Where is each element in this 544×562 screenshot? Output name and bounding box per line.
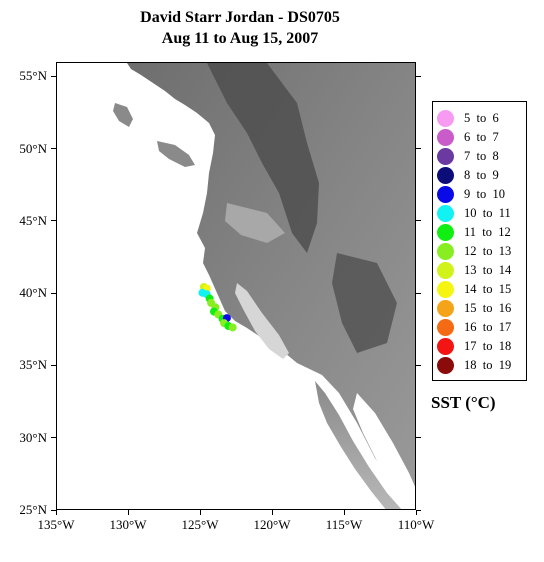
- legend-swatch: [437, 356, 454, 374]
- legend-label: 6 to 7: [464, 129, 499, 144]
- lon-tick-label: 125°W: [181, 517, 219, 532]
- legend-item: 5 to 6: [437, 109, 499, 127]
- legend-label: 9 to 10: [464, 186, 505, 201]
- lat-tick-left: [51, 220, 56, 222]
- legend-item: 16 to 17: [437, 318, 511, 336]
- legend-label: 18 to 19: [464, 357, 512, 372]
- legend-swatch: [437, 185, 454, 203]
- lat-tick-right: [416, 509, 421, 511]
- lon-tick: [127, 510, 129, 515]
- lat-tick-label: 25°N: [19, 502, 47, 517]
- lat-tick-right: [416, 220, 421, 222]
- lon-tick-label: 130°W: [109, 517, 147, 532]
- map-panel: [56, 62, 416, 510]
- map-subtitle: Aug 11 to Aug 15, 2007: [161, 30, 319, 47]
- legend-label: 13 to 14: [464, 262, 512, 277]
- legend-swatch: [437, 223, 454, 241]
- legend-label: 16 to 17: [464, 319, 512, 334]
- lat-tick-right: [416, 364, 421, 366]
- lat-tick-right: [416, 437, 421, 439]
- lat-tick-left: [51, 509, 56, 511]
- mountain-range: [207, 63, 319, 253]
- legend-swatch: [437, 128, 454, 146]
- lon-tick-label: 135°W: [37, 517, 75, 532]
- legend-item: 6 to 7: [437, 128, 499, 146]
- legend-label: 11 to 12: [464, 224, 511, 239]
- gulf: [353, 393, 415, 509]
- legend-item: 10 to 11: [437, 204, 511, 222]
- legend-item: 17 to 18: [437, 337, 511, 355]
- legend-swatch: [437, 109, 454, 127]
- lat-tick-label: 50°N: [19, 140, 47, 156]
- ship-track: [198, 283, 237, 332]
- legend-label: 15 to 16: [464, 300, 512, 315]
- legend-item: 11 to 12: [437, 223, 511, 241]
- legend-units: SST (°C): [431, 393, 496, 412]
- lon-tick: [343, 510, 345, 515]
- legend-item: 9 to 10: [437, 185, 505, 203]
- mountain-range: [332, 253, 397, 353]
- lat-tick-left: [51, 437, 56, 439]
- island: [157, 141, 195, 167]
- legend-swatch: [437, 299, 454, 317]
- lat-tick-left: [51, 364, 56, 366]
- lat-tick-label: 30°N: [19, 429, 47, 445]
- lat-tick-right: [416, 75, 421, 77]
- lon-tick-label: 120°W: [253, 517, 291, 532]
- legend-label: 10 to 11: [464, 205, 511, 220]
- land-mass: [127, 63, 415, 509]
- legend-item: 18 to 19: [437, 356, 511, 374]
- legend-swatch: [437, 147, 454, 165]
- lon-tick: [55, 510, 57, 515]
- legend-label: 5 to 6: [464, 110, 499, 125]
- legend-item: 8 to 9: [437, 166, 499, 184]
- lat-tick-left: [51, 75, 56, 77]
- legend-label: 12 to 13: [464, 243, 512, 258]
- legend-item: 13 to 14: [437, 261, 511, 279]
- lat-tick-label: 55°N: [19, 68, 47, 84]
- lat-tick-left: [51, 148, 56, 150]
- sst-observation-point: [228, 323, 237, 332]
- lowland: [225, 203, 285, 243]
- lat-tick-left: [51, 292, 56, 294]
- legend-swatch: [437, 242, 454, 260]
- legend-swatch: [437, 166, 454, 184]
- relief-map: [57, 63, 415, 509]
- legend-item: 7 to 8: [437, 147, 499, 165]
- legend-label: 17 to 18: [464, 338, 512, 353]
- legend-label: 7 to 8: [464, 148, 499, 163]
- lat-tick-right: [416, 148, 421, 150]
- lat-tick-label: 35°N: [19, 357, 47, 373]
- lon-tick-label: 110°W: [397, 517, 435, 532]
- legend-swatch: [437, 337, 454, 355]
- lon-tick: [271, 510, 273, 515]
- lon-tick: [415, 510, 417, 515]
- legend-swatch: [437, 261, 454, 279]
- legend-swatch: [437, 280, 454, 298]
- central-valley: [235, 283, 289, 359]
- lon-tick: [199, 510, 201, 515]
- legend-item: 14 to 15: [437, 280, 511, 298]
- lat-tick-label: 45°N: [19, 212, 47, 228]
- legend-swatch: [437, 318, 454, 336]
- lat-tick-label: 40°N: [19, 285, 47, 301]
- sst-legend: 5 to 6 6 to 7 7 to 8 8 to 9 9 to 10 10 to 11 1…: [432, 101, 527, 381]
- legend-swatch: [437, 204, 454, 222]
- lat-tick-right: [416, 292, 421, 294]
- legend-label: 8 to 9: [464, 167, 499, 182]
- legend-item: 15 to 16: [437, 299, 511, 317]
- map-title: David Starr Jordan - DS0705: [140, 9, 340, 26]
- lon-tick-label: 115°W: [325, 517, 363, 532]
- island: [113, 103, 133, 127]
- legend-label: 14 to 15: [464, 281, 512, 296]
- legend-item: 12 to 13: [437, 242, 511, 260]
- peninsula: [315, 381, 402, 509]
